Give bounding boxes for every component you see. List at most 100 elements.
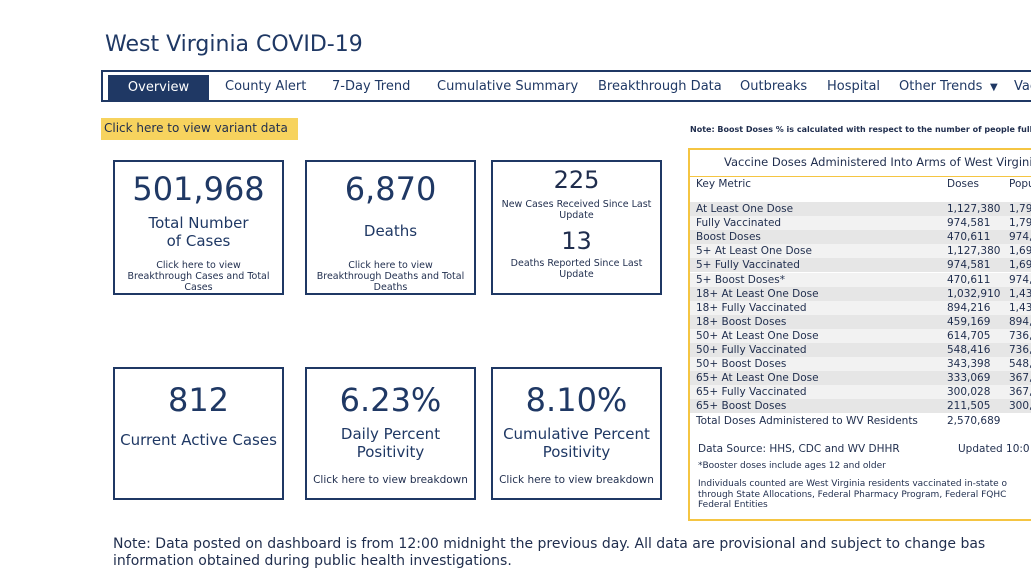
card-link[interactable]: Click here to view Breakthrough Cases an… [127,260,270,293]
card[interactable]: 8.10% Cumulative Percent Positivity Clic… [491,367,662,500]
card-link[interactable]: Click here to view Breakthrough Deaths a… [316,260,465,293]
table-row: Fully Vaccinated 974,581 1,792 [690,216,1031,231]
table-cell: 333,069 [947,372,991,385]
nav-item[interactable]: Hospital [827,79,881,94]
table-cell: 5+ Boost Doses* [696,273,785,286]
card[interactable]: 6,870 Deaths Click here to view Breakthr… [305,160,476,295]
table-cell: 736, [1009,344,1031,356]
card: 225 New Cases Received Since Last Update… [491,160,662,295]
table-row: 18+ At Least One Dose 1,032,910 1,43 [690,286,1031,301]
card-label: Current Active Cases [120,431,277,449]
table-row: Total Doses Administered to WV Residents… [690,414,1031,428]
card-label: Daily Percent Positivity [340,425,441,461]
table-cell: 894,2 [1009,315,1031,328]
nav-item[interactable]: Overview [108,75,209,100]
table-row: 50+ Boost Doses 343,398 548, [690,357,1031,372]
table-cell: 300,028 [947,386,991,399]
card-value: 8.10% [525,381,628,419]
vaccine-table: Vaccine Doses Administered Into Arms of … [688,148,1031,521]
table-cell: 459,169 [947,315,991,328]
table-cell: 1,032,910 [947,287,1001,300]
table-cell: 470,611 [947,273,991,286]
table-row: Boost Doses 470,611 974,5 [690,230,1031,245]
table-row: 50+ At Least One Dose 614,705 736, [690,328,1031,343]
table-cell: 974,5 [1009,273,1031,286]
table-cell: 18+ Boost Doses [696,315,787,328]
dropdown-arrow[interactable]: ▼ [990,82,998,93]
table-cell: 548,416 [947,344,991,356]
page-title: West Virginia COVID-19 [105,32,363,57]
card-value: 501,968 [132,170,265,208]
variant-link[interactable]: Click here to view variant data [101,118,298,140]
table-cell: 548, [1009,358,1031,371]
nav-item[interactable]: County Alert [225,79,307,94]
nav-item[interactable]: Other Trends [899,79,983,94]
card: 812 Current Active Cases [113,367,284,500]
column-header: Key Metric [696,178,752,190]
table-cell: 18+ Fully Vaccinated [696,301,807,314]
table-cell: Boost Doses [696,231,761,244]
card-link[interactable]: Click here to view breakdown [499,474,654,486]
card[interactable]: 501,968 Total Number of Cases Click here… [113,160,284,295]
card-link[interactable]: Click here to view breakdown [313,474,468,486]
table-cell: 470,611 [947,231,991,244]
updated: Updated 10:0 [958,443,1030,455]
table-cell: 736, [1009,329,1031,342]
table-cell: 1,792 [1009,217,1031,230]
table-cell: 1,69 [1009,245,1031,258]
card-label: New Cases Received Since Last Update [501,199,652,221]
table-cell: 65+ At Least One Dose [696,372,819,385]
table-cell: 50+ Fully Vaccinated [696,344,807,356]
card-value: 6,870 [344,170,437,208]
table-cell: 614,705 [947,329,991,342]
note-line: Note: Data posted on dashboard is from 1… [113,536,986,552]
nav-item[interactable]: 7-Day Trend [332,79,411,94]
card-value: 13 [561,227,592,255]
table-cell: 343,398 [947,358,991,371]
nav-item[interactable]: Outbreaks [740,79,808,94]
table-row: 5+ Boost Doses* 470,611 974,5 [690,272,1031,287]
table-cell: 18+ At Least One Dose [696,287,819,300]
nav-item[interactable]: Breakthrough Data [598,79,722,94]
note-line: Federal Entities [698,500,768,510]
table-cell: 1,127,380 [947,245,1001,258]
table-cell: 1,43 [1009,301,1031,314]
table-cell: Fully Vaccinated [696,217,782,230]
table-cell: 65+ Boost Doses [696,400,787,413]
table-row: At Least One Dose 1,127,380 1,792 [690,202,1031,216]
table-row: 5+ Fully Vaccinated 974,581 1,69 [690,258,1031,273]
note-line: information obtained during public healt… [113,553,512,569]
table-row: 18+ Fully Vaccinated 894,216 1,43 [690,300,1031,315]
table-cell: 211,505 [947,400,991,413]
table-cell: 300, [1009,400,1031,413]
data-source: Data Source: HHS, CDC and WV DHHR [698,443,900,455]
table-cell: 50+ At Least One Dose [696,329,819,342]
card-value: 812 [167,381,230,419]
nav-bar: Overview County Alert 7-Day Trend Cumulativ… [101,70,1031,102]
nav-item[interactable]: Vac [1014,79,1031,94]
table-cell: 65+ Fully Vaccinated [696,386,807,399]
table-cell: 2,570,689 [947,414,1001,427]
table-cell: 894,216 [947,301,991,314]
table-row: 18+ Boost Doses 459,169 894,2 [690,314,1031,329]
card[interactable]: 6.23% Daily Percent Positivity Click her… [305,367,476,500]
table-cell: 974,581 [947,259,991,272]
card-label: Cumulative Percent Positivity [503,425,650,461]
table-cell: 5+ Fully Vaccinated [696,259,800,272]
table-cell: 50+ Boost Doses [696,358,787,371]
individuals-note: Individuals counted are West Virginia re… [698,479,1007,511]
table-row: 5+ At Least One Dose 1,127,380 1,69 [690,244,1031,259]
table-cell: 1,792 [1009,203,1031,215]
table-cell: 1,127,380 [947,203,1001,215]
table-cell: 367, [1009,386,1031,399]
table-cell: 1,43 [1009,287,1031,300]
card-value: 225 [553,166,600,194]
nav-item[interactable]: Cumulative Summary [437,79,579,94]
table-cell: At Least One Dose [696,203,794,215]
note-line: Individuals counted are West Virginia re… [698,479,1008,489]
card-value: 6.23% [339,381,442,419]
card-label: Total Number of Cases [148,214,249,250]
table-row: 65+ At Least One Dose 333,069 367, [690,371,1031,386]
table-cell: Total Doses Administered to WV Residents [696,414,918,427]
